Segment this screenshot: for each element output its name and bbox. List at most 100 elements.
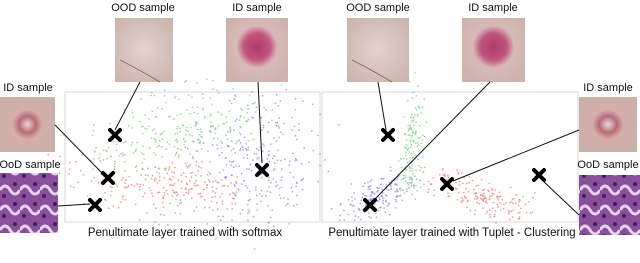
point bbox=[124, 140, 127, 143]
point bbox=[277, 125, 280, 128]
point bbox=[191, 171, 194, 174]
point bbox=[180, 201, 183, 204]
point bbox=[239, 147, 242, 150]
point bbox=[111, 186, 113, 189]
point bbox=[505, 202, 507, 204]
point bbox=[402, 177, 405, 180]
point bbox=[272, 225, 275, 228]
point bbox=[406, 188, 408, 191]
point bbox=[217, 215, 220, 218]
point bbox=[163, 194, 166, 196]
point bbox=[370, 179, 373, 181]
point bbox=[135, 148, 138, 151]
point bbox=[390, 187, 392, 190]
point bbox=[414, 72, 416, 74]
point bbox=[102, 149, 105, 152]
point bbox=[166, 224, 169, 226]
point bbox=[153, 221, 156, 224]
point-clouds bbox=[26, 72, 536, 250]
point bbox=[72, 186, 75, 189]
point bbox=[230, 149, 233, 152]
point bbox=[404, 132, 406, 135]
point bbox=[300, 162, 303, 165]
point bbox=[222, 169, 225, 172]
point bbox=[400, 187, 402, 190]
point bbox=[154, 140, 157, 143]
point bbox=[230, 182, 233, 184]
point bbox=[231, 219, 234, 222]
point bbox=[214, 237, 217, 240]
point bbox=[491, 189, 494, 192]
point bbox=[420, 166, 422, 169]
point bbox=[272, 169, 275, 172]
point bbox=[330, 207, 333, 210]
point bbox=[409, 126, 411, 129]
point bbox=[98, 157, 100, 160]
point bbox=[247, 108, 250, 110]
point bbox=[229, 193, 231, 196]
point bbox=[173, 118, 175, 121]
point bbox=[175, 138, 178, 141]
point bbox=[261, 129, 263, 132]
point bbox=[177, 125, 179, 128]
point bbox=[528, 201, 530, 203]
point bbox=[412, 119, 415, 122]
point bbox=[151, 110, 154, 113]
point bbox=[217, 181, 220, 184]
point bbox=[189, 153, 192, 156]
point bbox=[186, 109, 188, 111]
point bbox=[310, 130, 313, 132]
point bbox=[193, 111, 196, 114]
point bbox=[488, 214, 491, 216]
point bbox=[194, 124, 197, 127]
point bbox=[247, 208, 250, 211]
point bbox=[205, 78, 208, 80]
point bbox=[130, 183, 133, 186]
x-marker bbox=[381, 128, 395, 142]
point bbox=[429, 183, 432, 185]
point bbox=[290, 186, 293, 189]
point bbox=[127, 124, 130, 127]
point bbox=[240, 172, 243, 175]
point bbox=[188, 165, 190, 168]
point bbox=[457, 171, 460, 174]
point bbox=[93, 150, 96, 153]
point bbox=[409, 169, 411, 172]
label: OOD sample bbox=[111, 2, 175, 14]
point bbox=[466, 182, 468, 185]
point bbox=[493, 213, 496, 216]
point bbox=[115, 143, 118, 146]
point bbox=[283, 197, 285, 199]
point bbox=[109, 122, 112, 125]
point bbox=[77, 181, 79, 184]
point bbox=[207, 150, 209, 152]
point bbox=[246, 112, 249, 114]
point bbox=[412, 141, 415, 144]
point bbox=[210, 200, 213, 203]
point bbox=[256, 157, 259, 160]
point bbox=[319, 113, 322, 116]
point bbox=[409, 134, 411, 136]
point bbox=[191, 156, 194, 158]
point bbox=[478, 202, 481, 205]
point bbox=[410, 185, 413, 187]
point bbox=[255, 186, 257, 189]
point bbox=[59, 155, 62, 158]
point bbox=[496, 195, 498, 198]
point bbox=[206, 184, 209, 187]
point bbox=[212, 190, 215, 193]
point bbox=[189, 172, 192, 175]
point bbox=[40, 166, 43, 169]
point bbox=[210, 103, 213, 106]
point bbox=[82, 174, 85, 177]
point bbox=[410, 154, 413, 156]
point bbox=[262, 126, 265, 129]
point bbox=[97, 181, 100, 184]
point bbox=[494, 210, 497, 212]
point bbox=[221, 193, 224, 195]
point bbox=[251, 116, 253, 119]
point bbox=[171, 195, 174, 197]
point bbox=[423, 98, 425, 101]
point bbox=[296, 203, 298, 206]
point bbox=[206, 223, 209, 225]
